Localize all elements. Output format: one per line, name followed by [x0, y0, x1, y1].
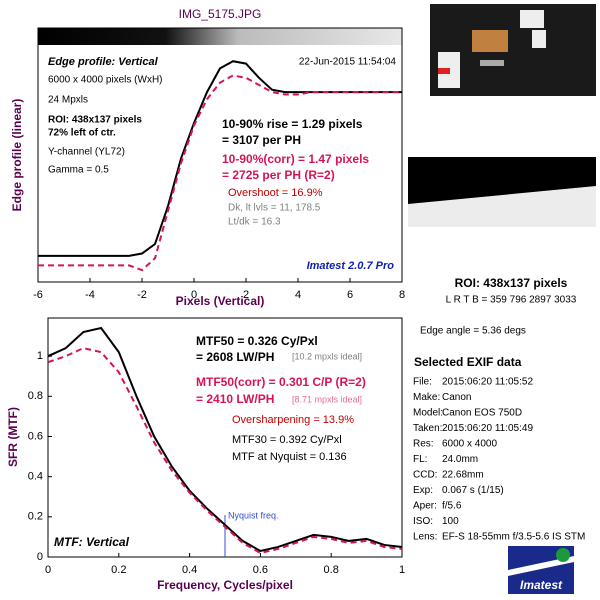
x-axis-label: Frequency, Cycles/pixel [157, 578, 293, 592]
x-tick-label: -2 [137, 289, 147, 301]
series-line [38, 60, 402, 257]
exif-key: Make: [413, 392, 440, 403]
y-tick-label: 0.2 [28, 511, 43, 523]
annotation: MTF: Vertical [54, 535, 130, 549]
y-tick-label: 0.6 [28, 430, 43, 442]
exif-value: Canon [442, 392, 471, 403]
thumbnail-target [520, 10, 544, 28]
x-axis-label: Pixels (Vertical) [176, 294, 265, 308]
annotation: Edge profile: Vertical [48, 56, 159, 68]
annotation: Overshoot = 16.9% [228, 187, 323, 199]
thumbnail-target [532, 30, 546, 48]
exif-title: Selected EXIF data [414, 355, 522, 369]
exif-value: EF-S 18-55mm f/3.5-5.6 IS STM [442, 532, 585, 543]
x-tick-label: 2 [243, 289, 249, 301]
roi-label: ROI: 438x137 pixels [455, 276, 568, 290]
exif-key: CCD: [413, 470, 437, 481]
annotation: 72% left of ctr. [48, 128, 116, 139]
exif-key: Res: [413, 439, 434, 450]
exif-key: Model: [413, 408, 443, 419]
x-tick-label: 0.6 [253, 564, 268, 576]
y-tick-label: 1 [37, 350, 43, 362]
annotation: Gamma = 0.5 [48, 165, 109, 176]
y-tick-label: 0 [37, 551, 43, 563]
exif-key: Aper: [413, 501, 437, 512]
x-tick-label: -6 [33, 289, 43, 301]
annotation: MTF at Nyquist = 0.136 [232, 451, 347, 463]
x-tick-label: 6 [347, 289, 353, 301]
logo-stripe [508, 556, 574, 576]
exif-key: FL: [413, 454, 427, 465]
x-tick-label: 0.2 [111, 564, 126, 576]
x-tick-label: 4 [295, 289, 301, 301]
nyquist-label: Nyquist freq. [228, 510, 279, 520]
annotation: = 2608 LW/PH [196, 350, 274, 364]
edge-angle: Edge angle = 5.36 degs [420, 326, 526, 337]
annotation: Lt/dk = 16.3 [228, 217, 281, 228]
plot-frame [37, 27, 403, 283]
logo-dot [556, 548, 570, 562]
imatest-logo: Imatest [508, 546, 574, 594]
exif-value: 22.68mm [442, 470, 484, 481]
annotation: 24 Mpxls [48, 95, 88, 106]
annotation: = 2725 per PH (R=2) [222, 168, 335, 182]
exif-value: 0.067 s (1/15) [442, 485, 504, 496]
thumbnail-colorchart [472, 30, 508, 52]
annotation: Oversharpening = 13.9% [232, 414, 354, 426]
exif-value: 2015:06:20 11:05:52 [442, 377, 533, 388]
exif-value: f/5.6 [442, 501, 462, 512]
x-tick-label: 0 [191, 289, 197, 301]
x-tick-label: 1 [399, 564, 405, 576]
annotation: Imatest 2.0.7 Pro [307, 260, 395, 272]
thumbnail-roi [438, 68, 450, 74]
annotation: Dk, lt lvls = 11, 178.5 [228, 203, 321, 214]
annotation: 10-90% rise = 1.29 pixels [222, 117, 363, 131]
series-line [38, 74, 402, 272]
y-tick-label: 0.8 [28, 390, 43, 402]
edge-crop-light [408, 186, 596, 227]
exif-key: Exp: [413, 485, 433, 496]
thumbnail-ruler [480, 60, 504, 66]
exif-key: ISO: [413, 516, 433, 527]
exif-key: File: [413, 377, 432, 388]
annotation: MTF30 = 0.392 Cy/Pxl [232, 434, 342, 446]
chart-title: IMG_5175.JPG [179, 7, 262, 21]
annotation: MTF50 = 0.326 Cy/Pxl [196, 334, 318, 348]
y-axis-label: SFR (MTF) [6, 407, 20, 467]
annotation: = 2410 LW/PH [196, 392, 274, 406]
annotation: 6000 x 4000 pixels (WxH) [48, 75, 163, 86]
y-axis-label: Edge profile (linear) [10, 99, 24, 212]
annotation: 10-90%(corr) = 1.47 pixels [222, 152, 369, 166]
x-tick-label: 0.8 [324, 564, 339, 576]
annotation: [10.2 mpxls ideal] [292, 351, 362, 361]
annotation: = 3107 per PH [222, 133, 301, 147]
series-line [47, 347, 403, 555]
exif-key: Taken: [413, 423, 442, 434]
annotation: [8.71 mpxls ideal] [292, 394, 362, 404]
exif-key: Lens: [413, 532, 437, 543]
x-tick-label: 0.4 [182, 564, 197, 576]
exif-value: 6000 x 4000 [442, 439, 497, 450]
edge-gradient [38, 28, 402, 45]
exif-value: 24.0mm [442, 454, 478, 465]
logo-text: Imatest [520, 578, 563, 592]
annotation: MTF50(corr) = 0.301 C/P (R=2) [196, 375, 366, 389]
exif-value: 100 [442, 516, 459, 527]
annotation: Y-channel (YL72) [48, 147, 125, 158]
annotation: ROI: 438x137 pixels [48, 115, 142, 126]
x-tick-label: 0 [45, 564, 51, 576]
annotation: 22-Jun-2015 11:54:04 [299, 57, 397, 68]
exif-value: 2015:06:20 11:05:49 [442, 423, 533, 434]
exif-value: Canon EOS 750D [442, 408, 522, 419]
series-line [47, 326, 403, 553]
y-tick-label: 0.4 [28, 471, 43, 483]
x-tick-label: -4 [85, 289, 95, 301]
x-tick-label: 8 [399, 289, 405, 301]
roi-coords: L R T B = 359 796 2897 3033 [446, 295, 577, 306]
